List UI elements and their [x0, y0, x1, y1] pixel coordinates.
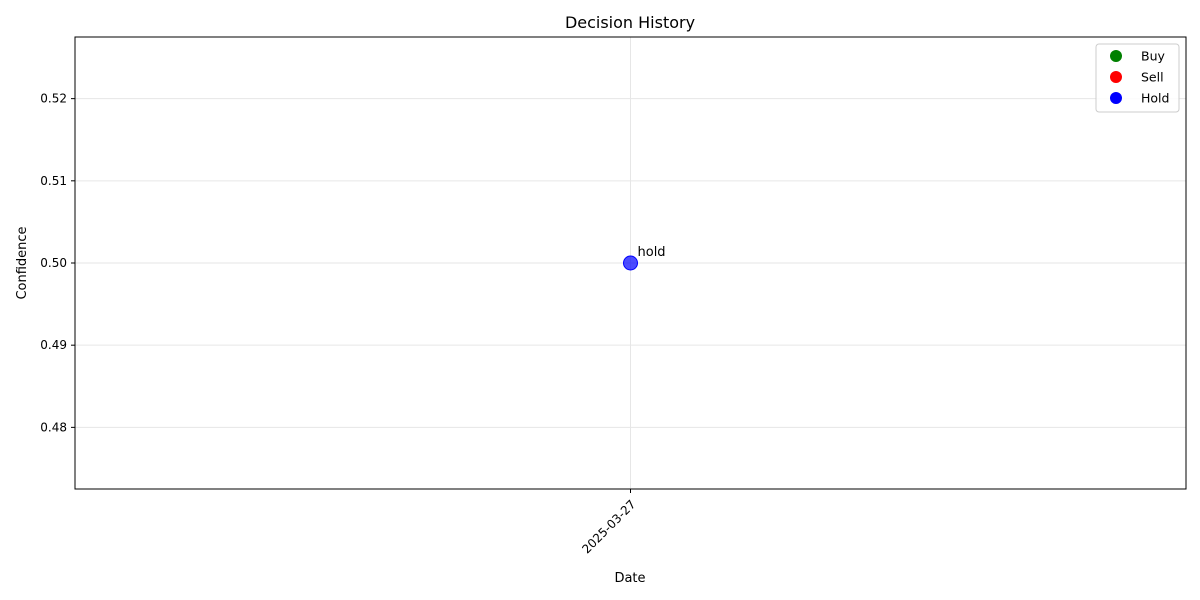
chart-title: Decision History: [565, 13, 695, 32]
x-axis-label: Date: [614, 571, 645, 586]
y-tick-label: 0.50: [40, 256, 67, 270]
legend-label-hold: Hold: [1141, 91, 1169, 106]
data-points: hold: [623, 245, 666, 271]
legend-marker-sell: [1110, 71, 1122, 83]
plot-frame: [74, 36, 1187, 490]
legend: Buy Sell Hold: [1095, 43, 1180, 113]
legend-marker-buy: [1110, 50, 1122, 62]
y-tick-label: 0.51: [40, 174, 67, 188]
point-annotation: hold: [638, 245, 666, 260]
legend-label-sell: Sell: [1141, 70, 1164, 85]
y-tick-label: 0.49: [40, 338, 67, 352]
legend-marker-hold: [1110, 92, 1122, 104]
data-point-hold: [623, 255, 638, 271]
y-tick-label: 0.52: [40, 92, 67, 106]
y-axis-label: Confidence: [15, 226, 30, 299]
y-axis-ticks: 0.48 0.49 0.50 0.51 0.52: [40, 92, 75, 434]
y-tick-label: 0.48: [40, 420, 67, 434]
legend-label-buy: Buy: [1141, 49, 1165, 64]
